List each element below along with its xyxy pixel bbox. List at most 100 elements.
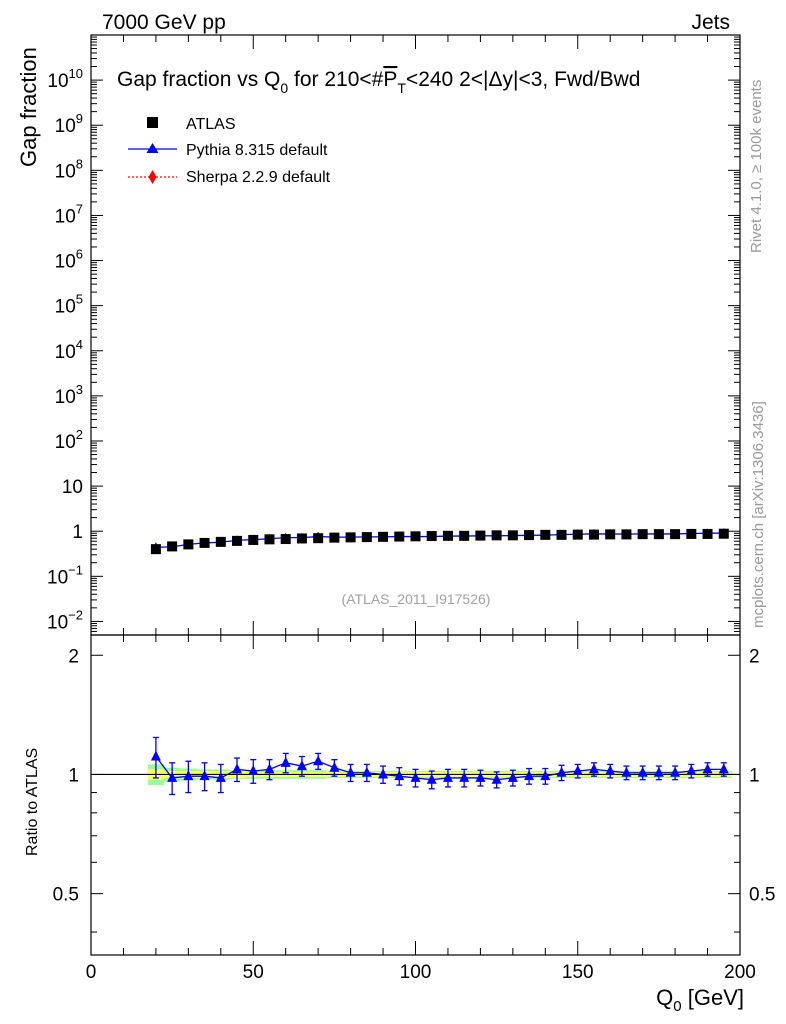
atlas-point	[507, 530, 518, 541]
ratio-pythia-point	[264, 763, 275, 774]
ratio-pythia-point	[296, 760, 307, 771]
ratio-pythia-point	[524, 770, 535, 781]
main-y-tick-label: 109	[55, 111, 83, 137]
atlas-point	[605, 529, 616, 540]
ratio-pythia-point	[313, 755, 324, 766]
ratio-pythia-point	[199, 770, 210, 781]
atlas-point	[556, 529, 567, 540]
main-y-tick-label: 102	[55, 427, 83, 453]
source-label: mcplots.cern.ch [arXiv:1306.3436]	[750, 401, 767, 628]
ratio-y-tick-label: 2	[68, 646, 79, 667]
energy-label: 7000 GeV pp	[102, 11, 226, 34]
ratio-pythia-point	[329, 761, 340, 772]
atlas-point	[572, 529, 583, 540]
ratio-pythia-point	[426, 773, 437, 784]
atlas-point	[329, 532, 340, 543]
atlas-point	[475, 530, 486, 541]
atlas-point	[426, 531, 437, 542]
ratio-pythia-point	[280, 756, 291, 767]
main-y-tick-label: 108	[55, 156, 83, 182]
x-tick-label: 150	[562, 962, 594, 983]
legend-pythia-marker	[146, 143, 159, 153]
ratio-plot-area	[150, 736, 729, 796]
legend-atlas-label: ATLAS	[186, 116, 236, 133]
ratio-pythia-point	[394, 770, 405, 781]
main-y-tick-label: 107	[55, 201, 83, 227]
ratio-pythia-point	[215, 771, 226, 782]
ratio-pythia-point	[702, 763, 713, 774]
ratio-y-tick-label: 1	[68, 765, 79, 786]
main-y-tick-label: 103	[55, 382, 83, 408]
atlas-point	[442, 530, 453, 541]
atlas-point	[653, 529, 664, 540]
rivet-label: Rivet 4.1.0, ≥ 100k events	[748, 80, 765, 253]
ratio-y-tick-label-right: 0.5	[749, 885, 775, 906]
ratio-pythia-point	[459, 771, 470, 782]
legend-sherpa-label: Sherpa 2.2.9 default	[186, 169, 331, 186]
ratio-pythia-point	[475, 771, 486, 782]
ratio-pythia-point	[378, 768, 389, 779]
atlas-point	[459, 530, 470, 541]
ratio-y-tick-label-right: 1	[749, 765, 760, 786]
ratio-pythia-point	[556, 766, 567, 777]
ratio-pythia-point	[491, 773, 502, 784]
ratio-pythia-point	[653, 766, 664, 777]
ratio-pythia-point	[183, 770, 194, 781]
x-axis: 0 50 100 150 200	[86, 35, 756, 983]
category-label: Jets	[691, 11, 730, 34]
legend-pythia-label: Pythia 8.315 default	[186, 142, 328, 159]
ratio-pythia-point	[442, 771, 453, 782]
ratio-pythia-point	[540, 770, 551, 781]
atlas-point	[361, 532, 372, 543]
atlas-point	[686, 528, 697, 539]
x-tick-label: 0	[86, 962, 97, 983]
x-tick-label: 100	[400, 962, 432, 983]
main-y-tick-label: 104	[55, 337, 83, 363]
atlas-point	[621, 529, 632, 540]
atlas-point	[313, 533, 324, 544]
main-y-tick-label: 106	[55, 247, 83, 273]
main-y-tick-label: 1	[72, 522, 83, 543]
legend: ATLAS Pythia 8.315 default Sherpa 2.2.9 …	[128, 116, 331, 186]
atlas-point	[718, 528, 729, 539]
atlas-point	[167, 541, 178, 552]
atlas-point	[410, 531, 421, 542]
main-ylabel: Gap fraction	[16, 47, 41, 167]
atlas-point	[491, 530, 502, 541]
atlas-point	[345, 532, 356, 543]
main-y-tick-label: 10−2	[47, 607, 83, 633]
main-y-tick-label: 10	[62, 477, 83, 498]
atlas-point	[264, 534, 275, 545]
ratio-pythia-point	[670, 766, 681, 777]
ratio-pythia-point	[248, 765, 259, 776]
chart-title: Gap fraction vs Q0 for 210<#PT<240 2<|Δy…	[117, 68, 640, 96]
ratio-pythia-point	[410, 771, 421, 782]
ratio-y-tick-label: 0.5	[53, 885, 79, 906]
ratio-pythia-point	[232, 763, 243, 774]
atlas-point	[280, 534, 291, 545]
atlas-point	[296, 533, 307, 544]
ratio-pythia-point	[572, 765, 583, 776]
ratio-pythia-point	[361, 766, 372, 777]
xlabel: Q0 [GeV]	[656, 985, 744, 1015]
pt-overline-symbol: P	[383, 68, 397, 91]
atlas-point	[215, 536, 226, 547]
atlas-point	[378, 531, 389, 542]
atlas-point	[199, 537, 210, 548]
ratio-pythia-point	[686, 765, 697, 776]
main-y-tick-label: 105	[55, 292, 83, 318]
x-tick-label: 200	[724, 962, 756, 983]
ratio-pythia-point	[507, 771, 518, 782]
atlas-point	[637, 529, 648, 540]
ratio-pythia-point	[167, 771, 178, 782]
atlas-point	[702, 528, 713, 539]
atlas-point	[248, 534, 259, 545]
main-plot-area	[150, 528, 729, 555]
ratio-pythia-point	[605, 765, 616, 776]
ratio-y-tick-label-right: 2	[749, 646, 760, 667]
ratio-pythia-point	[621, 766, 632, 777]
atlas-point	[150, 544, 161, 555]
main-y-tick-label: 10−1	[47, 562, 83, 588]
x-tick-label: 50	[243, 962, 264, 983]
